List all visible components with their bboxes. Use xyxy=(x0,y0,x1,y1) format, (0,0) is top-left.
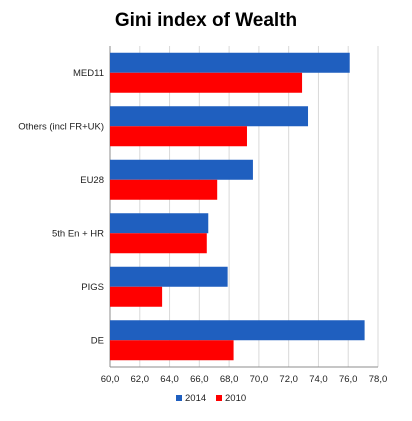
category-label: MED11 xyxy=(73,68,104,79)
bar-2014 xyxy=(110,320,365,341)
category-label: PIGS xyxy=(81,282,104,293)
legend-swatch-2010 xyxy=(216,395,222,401)
x-tick-label: 74,0 xyxy=(309,374,328,385)
category-label: DE xyxy=(91,335,104,346)
bar-2014 xyxy=(110,52,350,73)
x-tick-label: 66,0 xyxy=(190,374,209,385)
x-tick-label: 68,0 xyxy=(220,374,239,385)
bar-2014 xyxy=(110,213,209,234)
category-label: EU28 xyxy=(80,175,104,186)
bar-2010 xyxy=(110,286,163,307)
x-tick-label: 62,0 xyxy=(131,374,150,385)
bar-2010 xyxy=(110,340,234,361)
bar-2010 xyxy=(110,233,207,254)
x-tick-label: 60,0 xyxy=(101,374,120,385)
x-tick-label: 76,0 xyxy=(339,374,358,385)
x-tick-label: 78,0 xyxy=(369,374,388,385)
x-tick-label: 72,0 xyxy=(279,374,298,385)
legend-label: 2014 xyxy=(185,393,206,404)
bar-2010 xyxy=(110,179,218,200)
bar-2010 xyxy=(110,126,247,147)
bar-2014 xyxy=(110,266,228,287)
legend-swatch-2014 xyxy=(176,395,182,401)
bar-2010 xyxy=(110,72,303,93)
x-tick-label: 70,0 xyxy=(250,374,269,385)
chart-title: Gini index of Wealth xyxy=(114,10,298,31)
legend-label: 2010 xyxy=(225,393,246,404)
bar-2014 xyxy=(110,106,309,127)
x-tick-label: 64,0 xyxy=(160,374,179,385)
category-label: 5th En + HR xyxy=(52,228,104,239)
bar-2014 xyxy=(110,159,253,180)
category-label: Others (incl FR+UK) xyxy=(18,121,104,132)
